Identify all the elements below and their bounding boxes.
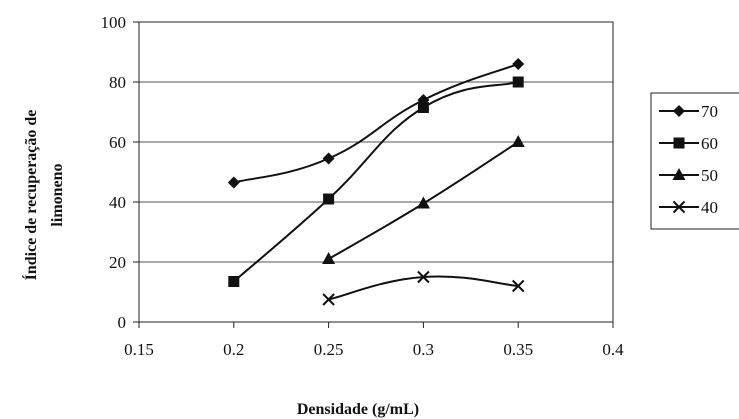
legend-box xyxy=(650,92,739,230)
legend-marker-50 xyxy=(672,168,686,180)
x-tick-label-3: 0.3 xyxy=(413,340,434,359)
legend-item-60: 60 xyxy=(659,134,718,153)
x-tick-label-0: 0.15 xyxy=(124,340,154,359)
legend-label-70: 70 xyxy=(701,102,718,121)
legend-item-40: 40 xyxy=(659,198,718,217)
series-line-40 xyxy=(328,275,519,301)
x-tick-label-4: 0.35 xyxy=(503,340,533,359)
data-point-40-2 xyxy=(511,279,525,293)
legend-label-50: 50 xyxy=(701,166,718,185)
series-70 xyxy=(227,58,525,189)
legend-marker-70 xyxy=(673,105,685,117)
y-axis-title-line-1: Índice de recuperação de xyxy=(21,110,40,281)
data-point-60-2 xyxy=(417,102,429,113)
plot-area-frame xyxy=(138,21,614,323)
y-axis-title-line-2: limoneno xyxy=(49,163,66,226)
axes: 0 20 40 60 80 100 0.15 0.2 0.25 0.3 0.35 0.4 xyxy=(101,13,625,359)
series-line-60 xyxy=(233,81,519,283)
legend-label-40: 40 xyxy=(701,198,718,217)
data-point-70-3 xyxy=(512,58,525,70)
y-tick-label-3: 60 xyxy=(109,133,126,152)
series-60 xyxy=(228,76,524,287)
data-point-50-2 xyxy=(511,135,525,147)
data-point-60-3 xyxy=(512,76,524,88)
grid-lines xyxy=(139,21,613,323)
data-point-60-0 xyxy=(228,276,240,287)
data-point-70-0 xyxy=(227,176,240,189)
series-50 xyxy=(322,135,525,264)
y-tick-label-4: 80 xyxy=(109,73,126,92)
y-tick-label-5: 100 xyxy=(101,13,127,32)
x-tick-label-1: 0.2 xyxy=(223,340,244,359)
x-axis-title: Densidade (g/mL) xyxy=(297,401,419,418)
data-point-60-1 xyxy=(323,193,335,205)
legend: 70 60 50 40 xyxy=(650,92,739,230)
data-point-70-1 xyxy=(322,152,335,165)
y-tick-label-0: 0 xyxy=(118,313,127,332)
series-40 xyxy=(322,270,525,306)
series-line-70 xyxy=(233,63,519,184)
data-point-40-0 xyxy=(322,293,335,306)
y-tick-label-2: 40 xyxy=(109,193,126,212)
x-tick-label-5: 0.4 xyxy=(602,340,624,359)
legend-label-60: 60 xyxy=(701,134,718,153)
data-point-40-1 xyxy=(417,270,430,284)
data-series xyxy=(227,58,525,306)
y-tick-label-1: 20 xyxy=(109,253,126,272)
legend-marker-60 xyxy=(673,137,685,149)
x-tick-label-2: 0.25 xyxy=(314,340,344,359)
data-point-50-1 xyxy=(416,196,430,209)
legend-item-70: 70 xyxy=(659,102,718,121)
legend-marker-40 xyxy=(672,200,686,214)
data-point-50-0 xyxy=(322,252,336,264)
y-axis-title: Índice de recuperação de limoneno xyxy=(21,110,66,281)
legend-item-50: 50 xyxy=(659,166,718,185)
